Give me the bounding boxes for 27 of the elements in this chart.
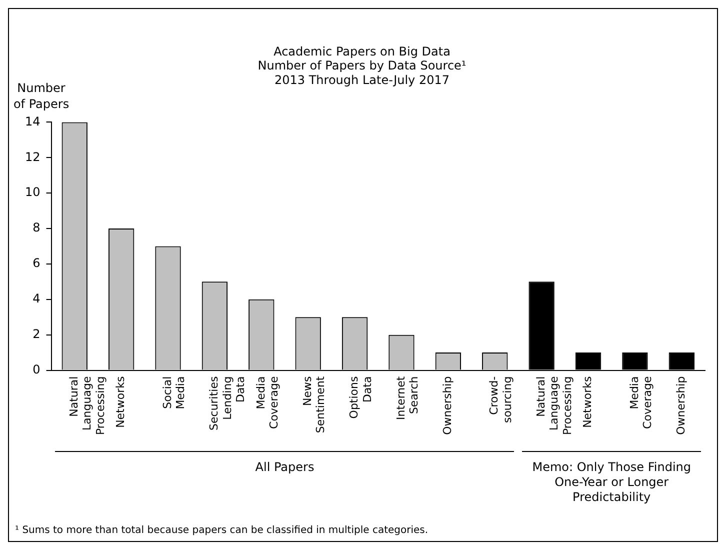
x-tick-label: Crowd-sourcing [488, 376, 514, 424]
y-tick-label: 6 [32, 256, 40, 270]
y-tick-label: 2 [32, 326, 40, 341]
y-tick-label: 4 [32, 292, 40, 306]
x-tick-label: Internet Search [394, 376, 421, 420]
x-tick-label: Networks [581, 376, 594, 428]
chart-title: Academic Papers on Big Data [274, 44, 450, 58]
y-tick-label: 12 [24, 150, 40, 164]
x-tick-label: Media Coverage [628, 376, 654, 429]
x-tick-label: Options Data [348, 376, 374, 419]
x-tick-label: News Sentiment [300, 376, 328, 434]
x-tick-label: Securities Lending Data [208, 376, 247, 430]
x-tick-label: Ownership [674, 376, 688, 435]
y-tick-label: 0 [32, 362, 40, 376]
x-tick-label: Networks [114, 376, 128, 428]
text: ¹ Sums to more than total because papers can be classified in multiple categories. [15, 525, 428, 536]
text: Memo: Only Those Finding One-Year or Longer Predictability [532, 460, 692, 504]
y-tick-label: 10 [24, 185, 40, 200]
y-tick-label: 8 [32, 220, 40, 235]
chart-subtitle: Number of Papers by Data Source¹ 2013 Through Late-July 2017 [258, 58, 466, 88]
y-tick-label: 14 [24, 114, 40, 128]
x-tick-label: Natural Language Processing [67, 376, 107, 436]
y-axis-title: Number of Papers [13, 81, 70, 112]
text: All Papers [255, 460, 314, 474]
x-tick-label: Social Media [160, 376, 188, 410]
x-tick-label: Media Coverage [254, 376, 280, 429]
x-tick-label: Ownership [441, 376, 454, 435]
